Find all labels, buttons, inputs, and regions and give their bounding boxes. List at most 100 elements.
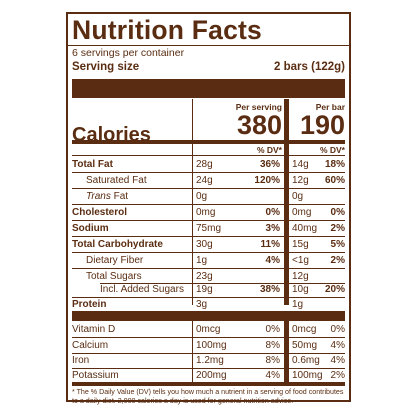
dv-header-rule [72, 155, 345, 156]
dv-header-serving: % DV* [256, 145, 282, 155]
sodium-bar-dv: 2% [330, 223, 345, 234]
row-rule [72, 252, 345, 253]
protein-bar-amount: 1g [292, 299, 304, 310]
cholesterol-serving-dv: 0% [265, 207, 280, 218]
row-rule [72, 220, 345, 221]
potassium-bar-amount: 100mg [292, 370, 323, 381]
calories-thick-bar [72, 140, 345, 144]
calcium-serving-dv: 8% [265, 340, 280, 351]
serving-size-row: Serving size 2 bars (122g) [72, 61, 345, 73]
calcium-bar-dv: 4% [330, 340, 345, 351]
vitamin-name-iron: Iron [72, 355, 90, 366]
saturated-fat-serving-dv: 120% [254, 175, 280, 186]
row-rule [72, 337, 345, 338]
row-rule [72, 188, 345, 189]
iron-serving-amount: 1.2mg [196, 355, 224, 366]
serving-thick-bar [72, 79, 345, 98]
row-rule [100, 283, 345, 284]
row-rule [72, 268, 345, 269]
iron-serving-dv: 8% [265, 355, 280, 366]
divider-vitamins-middle [284, 321, 289, 384]
total-carbohydrate-serving-amount: 30g [196, 239, 213, 250]
iron-bar-dv: 4% [330, 355, 345, 366]
total-carbohydrate-bar-dv: 5% [330, 239, 345, 250]
row-rule [72, 297, 345, 298]
divider-middle [284, 99, 289, 305]
nutrition-facts-label: Nutrition Facts 6 servings per container… [66, 12, 351, 405]
potassium-bar-dv: 2% [330, 370, 345, 381]
dv-header-bar: % DV* [319, 145, 345, 155]
calories-per-serving: 380 [236, 110, 282, 140]
servings-per-container: 6 servings per container [72, 47, 185, 59]
row-rule [72, 236, 345, 237]
total-sugars-bar-amount: 12g [292, 271, 309, 282]
sodium-serving-dv: 3% [265, 223, 280, 234]
cholesterol-bar-dv: 0% [330, 207, 345, 218]
calcium-bar-amount: 50mg [292, 340, 318, 351]
trans-fat-bar-amount: 0g [292, 191, 304, 202]
nutrient-name-total-fat: Total Fat [72, 159, 113, 170]
calcium-serving-amount: 100mg [196, 340, 227, 351]
cholesterol-bar-amount: 0mg [292, 207, 312, 218]
dietary-fiber-bar-dv: 2% [330, 255, 345, 266]
total-fat-serving-dv: 36% [259, 159, 280, 170]
total-fat-bar-amount: 14g [292, 159, 309, 170]
saturated-fat-serving-amount: 24g [196, 175, 213, 186]
dietary-fiber-serving-dv: 4% [265, 255, 280, 266]
potassium-serving-dv: 4% [265, 370, 280, 381]
potassium-serving-amount: 200mg [196, 370, 227, 381]
per-serving-header: Per serving [235, 102, 282, 112]
row-rule [72, 353, 345, 354]
vitamin-d-bar-amount: 0mcg [292, 324, 317, 335]
trans-fat-suffix: Fat [110, 191, 129, 202]
total-carbohydrate-serving-dv: 11% [260, 239, 280, 250]
serving-size-value: 2 bars (122g) [274, 61, 345, 73]
vitamin-d-bar-dv: 0% [330, 324, 345, 335]
nutrient-name-protein: Protein [72, 299, 107, 310]
per-bar-header: Per bar [315, 102, 345, 112]
footnote-bar [72, 382, 345, 386]
row-rule [72, 204, 345, 205]
saturated-fat-bar-dv: 60% [324, 175, 345, 186]
vitamin-name-calcium: Calcium [72, 340, 109, 351]
nutrient-name-cholesterol: Cholesterol [72, 207, 128, 218]
total-fat-bar-dv: 18% [324, 159, 345, 170]
protein-serving-amount: 3g [196, 299, 208, 310]
nutrient-name-total-sugars: Total Sugars [86, 271, 142, 282]
row-rule [72, 368, 345, 369]
added-sugars-bar-amount: 10g [292, 284, 309, 295]
divider-vitamins-left [192, 321, 193, 384]
iron-bar-amount: 0.6mg [292, 355, 320, 366]
footnote-text: * The % Daily Value (DV) tells you how m… [72, 388, 344, 405]
cholesterol-serving-amount: 0mg [196, 207, 216, 218]
dietary-fiber-bar-amount: <1g [292, 255, 309, 266]
total-carbohydrate-bar-amount: 15g [292, 239, 309, 250]
protein-thick-bar [72, 311, 345, 321]
added-sugars-serving-amount: 19g [196, 284, 213, 295]
nutrient-name-saturated-fat: Saturated Fat [86, 175, 147, 186]
trans-word: Trans [86, 191, 111, 202]
sodium-serving-amount: 75mg [196, 223, 222, 234]
added-sugars-serving-dv: 38% [259, 284, 280, 295]
dietary-fiber-serving-amount: 1g [196, 255, 208, 266]
total-sugars-serving-amount: 23g [196, 271, 213, 282]
row-rule [72, 172, 345, 173]
vitamin-name-potassium: Potassium [72, 370, 119, 381]
total-fat-serving-amount: 28g [196, 159, 213, 170]
nutrient-name-dietary-fiber: Dietary Fiber [86, 255, 144, 266]
trans-fat-serving-amount: 0g [196, 191, 208, 202]
title-rule [68, 45, 349, 46]
nutrient-name-total-carbohydrate: Total Carbohydrate [72, 239, 163, 250]
vitamin-d-serving-dv: 0% [265, 324, 280, 335]
vitamin-name-vitamin-d: Vitamin D [72, 324, 116, 335]
divider-serving-left [192, 99, 193, 305]
nutrient-name-trans-fat: Trans Fat [86, 191, 128, 203]
added-sugars-bar-dv: 20% [324, 284, 345, 295]
saturated-fat-bar-amount: 12g [292, 175, 309, 186]
serving-size-label: Serving size [72, 61, 140, 73]
nutrient-name-added-sugars: Incl. Added Sugars [100, 284, 184, 295]
calories-label: Calories [72, 124, 151, 146]
nutrient-name-sodium: Sodium [72, 223, 109, 234]
vitamin-d-serving-amount: 0mcg [196, 324, 221, 335]
sodium-bar-amount: 40mg [292, 223, 318, 234]
